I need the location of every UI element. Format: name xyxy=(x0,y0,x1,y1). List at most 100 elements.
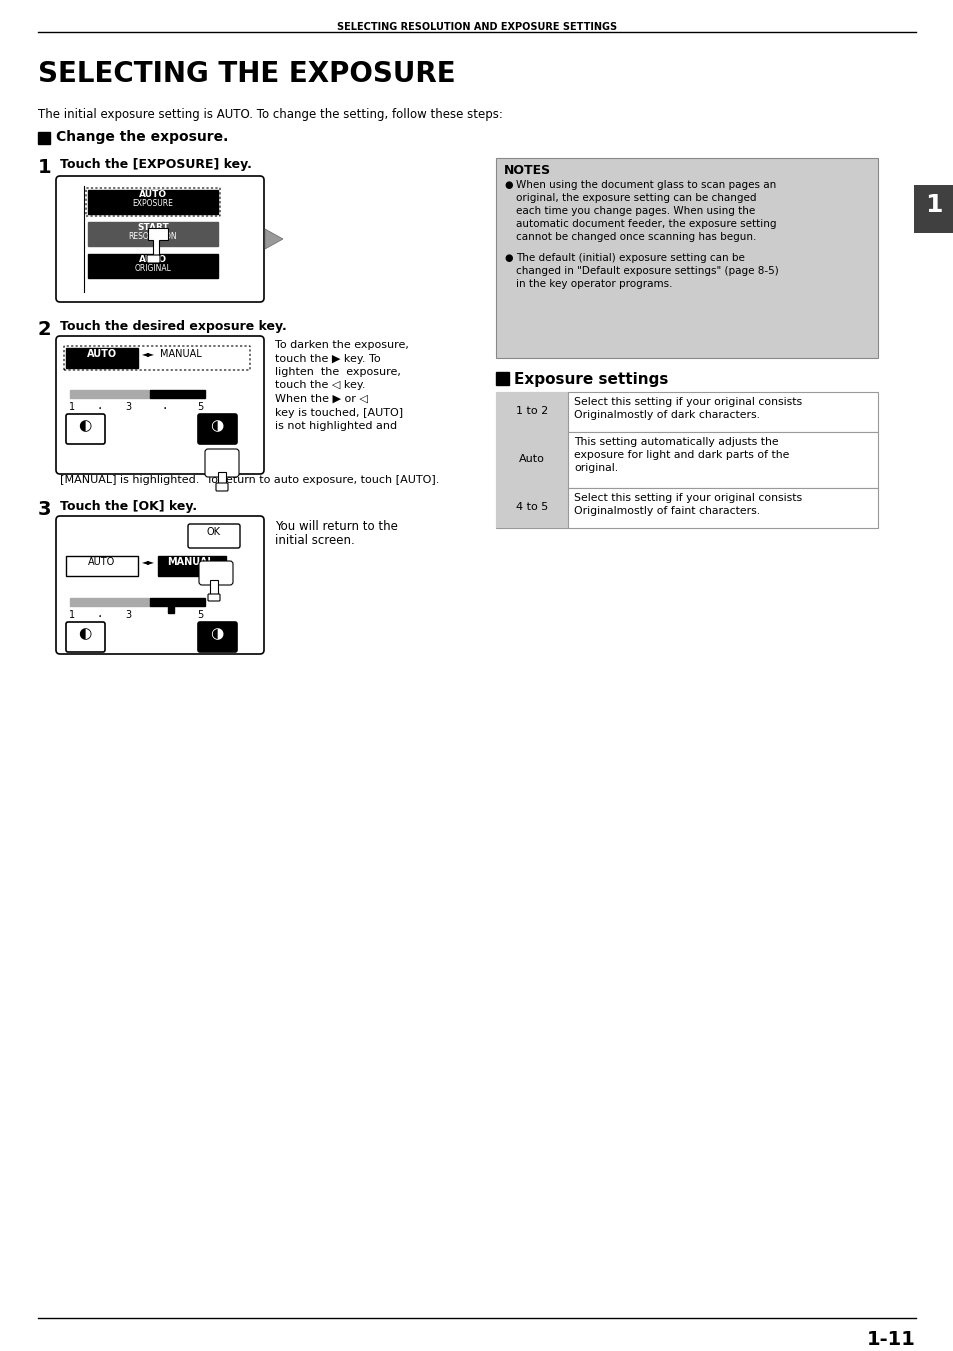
Text: ◑: ◑ xyxy=(211,417,223,434)
FancyBboxPatch shape xyxy=(66,413,105,444)
Text: 4 to 5: 4 to 5 xyxy=(516,503,548,512)
FancyBboxPatch shape xyxy=(198,413,236,444)
FancyBboxPatch shape xyxy=(208,594,220,601)
Bar xyxy=(496,432,877,488)
Text: OK: OK xyxy=(207,527,221,536)
Text: The default (initial) exposure setting can be: The default (initial) exposure setting c… xyxy=(516,253,744,263)
Bar xyxy=(158,557,226,576)
Text: 1: 1 xyxy=(69,403,75,412)
Text: is not highlighted and: is not highlighted and xyxy=(274,422,396,431)
Bar xyxy=(88,254,218,278)
Text: SELECTING THE EXPOSURE: SELECTING THE EXPOSURE xyxy=(38,59,456,88)
Text: automatic document feeder, the exposure setting: automatic document feeder, the exposure … xyxy=(516,219,776,230)
Text: RESOLUTION: RESOLUTION xyxy=(129,232,177,240)
FancyBboxPatch shape xyxy=(56,516,264,654)
Text: touch the ▶ key. To: touch the ▶ key. To xyxy=(274,354,380,363)
Bar xyxy=(168,598,173,613)
FancyBboxPatch shape xyxy=(147,255,160,263)
Text: ·: · xyxy=(98,403,102,416)
Text: touch the ◁ key.: touch the ◁ key. xyxy=(274,381,365,390)
Text: 3: 3 xyxy=(125,403,131,412)
Text: 1-11: 1-11 xyxy=(866,1329,915,1350)
Text: AUTO: AUTO xyxy=(87,349,117,359)
Text: When the ▶ or ◁: When the ▶ or ◁ xyxy=(274,394,368,404)
Bar xyxy=(496,432,567,488)
Text: NOTES: NOTES xyxy=(503,163,551,177)
Bar xyxy=(66,557,138,576)
Text: ORIGINAL: ORIGINAL xyxy=(134,263,172,273)
Bar xyxy=(496,488,877,528)
Bar xyxy=(496,488,567,528)
Bar xyxy=(496,392,877,432)
Text: To darken the exposure,: To darken the exposure, xyxy=(274,340,409,350)
Text: key is touched, [AUTO]: key is touched, [AUTO] xyxy=(274,408,403,417)
FancyBboxPatch shape xyxy=(56,176,264,303)
Text: Exposure settings: Exposure settings xyxy=(514,372,668,386)
Text: ·: · xyxy=(98,611,102,624)
FancyBboxPatch shape xyxy=(188,524,240,549)
Bar xyxy=(150,390,205,399)
Text: AUTO: AUTO xyxy=(89,557,115,567)
Text: 1 to 2: 1 to 2 xyxy=(516,407,548,416)
Text: Touch the desired exposure key.: Touch the desired exposure key. xyxy=(60,320,287,332)
Bar xyxy=(70,598,150,607)
Text: ◐: ◐ xyxy=(78,626,91,640)
Text: This setting automatically adjusts the: This setting automatically adjusts the xyxy=(574,436,778,447)
Bar xyxy=(66,349,138,367)
Text: Select this setting if your original consists: Select this setting if your original con… xyxy=(574,397,801,407)
Bar xyxy=(88,222,218,246)
Text: ◄►: ◄► xyxy=(142,349,154,358)
Text: [MANUAL] is highlighted.  To return to auto exposure, touch [AUTO].: [MANUAL] is highlighted. To return to au… xyxy=(60,476,439,485)
Text: ◑: ◑ xyxy=(211,626,223,640)
Text: 3: 3 xyxy=(38,500,51,519)
Text: ◐: ◐ xyxy=(78,417,91,434)
Text: ●: ● xyxy=(503,180,512,190)
Text: Touch the [OK] key.: Touch the [OK] key. xyxy=(60,500,197,513)
Bar xyxy=(496,158,877,358)
Text: 5: 5 xyxy=(196,403,203,412)
Bar xyxy=(496,392,567,432)
Text: Change the exposure.: Change the exposure. xyxy=(56,130,228,145)
FancyBboxPatch shape xyxy=(66,621,105,653)
Bar xyxy=(38,132,50,145)
Text: changed in "Default exposure settings" (page 8-5): changed in "Default exposure settings" (… xyxy=(516,266,778,276)
FancyBboxPatch shape xyxy=(205,449,239,477)
Text: 1: 1 xyxy=(69,611,75,620)
Bar xyxy=(88,190,218,213)
Text: ●: ● xyxy=(503,253,512,263)
Text: lighten  the  exposure,: lighten the exposure, xyxy=(274,367,400,377)
Text: 3: 3 xyxy=(125,611,131,620)
Bar xyxy=(70,390,150,399)
Text: 5: 5 xyxy=(196,611,203,620)
Text: MANUAL: MANUAL xyxy=(167,557,213,567)
Text: original.: original. xyxy=(574,463,618,473)
Text: SELECTING RESOLUTION AND EXPOSURE SETTINGS: SELECTING RESOLUTION AND EXPOSURE SETTIN… xyxy=(336,22,617,32)
Text: Touch the [EXPOSURE] key.: Touch the [EXPOSURE] key. xyxy=(60,158,252,172)
Text: cannot be changed once scanning has begun.: cannot be changed once scanning has begu… xyxy=(516,232,756,242)
Bar xyxy=(66,557,138,576)
Text: Auto: Auto xyxy=(518,454,544,463)
Text: EXPOSURE: EXPOSURE xyxy=(132,199,173,208)
Text: exposure for light and dark parts of the: exposure for light and dark parts of the xyxy=(574,450,788,459)
FancyBboxPatch shape xyxy=(199,561,233,585)
FancyBboxPatch shape xyxy=(215,484,228,490)
Text: each time you change pages. When using the: each time you change pages. When using t… xyxy=(516,205,755,216)
Text: original, the exposure setting can be changed: original, the exposure setting can be ch… xyxy=(516,193,756,203)
FancyBboxPatch shape xyxy=(56,336,264,474)
Bar xyxy=(210,580,218,596)
Text: MANUAL: MANUAL xyxy=(160,349,201,359)
Text: The initial exposure setting is AUTO. To change the setting, follow these steps:: The initial exposure setting is AUTO. To… xyxy=(38,108,502,122)
Bar xyxy=(496,372,509,385)
Text: When using the document glass to scan pages an: When using the document glass to scan pa… xyxy=(516,180,776,190)
Bar xyxy=(913,185,953,232)
Text: 1: 1 xyxy=(924,193,942,218)
Bar xyxy=(218,471,226,486)
FancyBboxPatch shape xyxy=(198,621,236,653)
Text: ◄►: ◄► xyxy=(142,557,154,566)
Text: ·: · xyxy=(163,403,167,416)
Polygon shape xyxy=(265,230,283,249)
Polygon shape xyxy=(148,228,168,258)
Text: 2: 2 xyxy=(38,320,51,339)
Bar xyxy=(150,598,205,607)
Text: START: START xyxy=(137,223,169,232)
